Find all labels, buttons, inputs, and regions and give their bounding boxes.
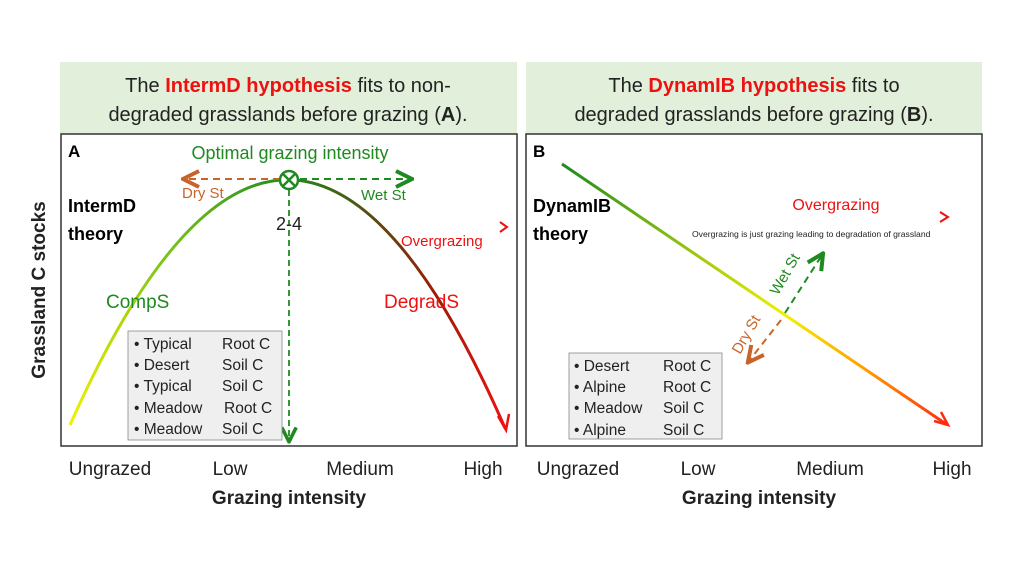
degrads-label: DegradS <box>384 292 459 313</box>
panel-b-header-line1: The DynamIB hypothesis fits to <box>608 75 899 97</box>
panel-a-legend: • Typical Root C • Desert Soil C • Typical… <box>127 330 283 441</box>
panel-a-header-line1: The IntermD hypothesis fits to non- <box>125 75 451 97</box>
x-axis-label: Grazing intensity <box>682 488 837 509</box>
panel-b-letter: B <box>533 142 545 161</box>
curve-arrowhead <box>496 413 511 434</box>
overgrazing-arrowhead <box>499 221 509 233</box>
x-tick: Low <box>681 459 716 480</box>
panel-b-header-line2: degraded grasslands before grazing (B). <box>574 104 933 126</box>
overgrazing-arrowhead-b <box>939 211 950 223</box>
x-tick: Low <box>213 459 248 480</box>
comps-label: CompS <box>106 292 169 313</box>
overgrazing-label: Overgrazing <box>401 233 483 250</box>
panel-a-frame <box>60 133 518 447</box>
overgrazing-label-b: Overgrazing <box>792 197 879 214</box>
panel-a-theory: IntermD theory <box>68 196 136 244</box>
panel-b-theory: DynamIB theory <box>533 196 611 244</box>
x-tick: Medium <box>326 459 394 480</box>
legend-item: • Alpine Root C <box>574 379 711 396</box>
wet-label: Wet St <box>361 187 407 204</box>
y-axis-label: Grassland C stocks <box>29 201 50 378</box>
panel-a-header-line2: degraded grasslands before grazing (A). <box>108 104 467 126</box>
dry-label-b: Dry St <box>729 312 765 357</box>
x-tick: High <box>463 459 502 480</box>
line-arrowhead <box>933 411 951 428</box>
x-tick: Ungrazed <box>69 459 151 480</box>
peak-value: 2-4 <box>276 214 302 234</box>
dry-arrow-b <box>749 319 782 361</box>
optimal-label: Optimal grazing intensity <box>191 143 388 163</box>
overgrazing-note: Overgrazing is just grazing leading to d… <box>692 229 931 239</box>
dynamib-line <box>561 162 947 426</box>
panel-a-header <box>60 62 517 134</box>
dry-label: Dry St <box>182 185 225 202</box>
legend-item: • Meadow Soil C <box>574 400 704 417</box>
panel-b-legend: • Desert Root C • Alpine Root C • Meadow So… <box>568 352 723 440</box>
x-tick: Medium <box>796 459 864 480</box>
legend-item: • Meadow Root C <box>134 400 272 417</box>
legend-item: • Meadow Soil C <box>134 421 263 438</box>
panel-b-frame <box>525 133 983 447</box>
panel-b-header <box>526 62 982 134</box>
panel-a-letter: A <box>68 142 80 161</box>
optimum-marker-icon <box>278 169 300 191</box>
x-axis-label: Grazing intensity <box>212 488 367 509</box>
panel-a: The IntermD hypothesis fits to non- degr… <box>60 62 518 509</box>
x-tick: Ungrazed <box>537 459 619 480</box>
panel-b: The DynamIB hypothesis fits to degraded … <box>525 62 983 509</box>
x-tick: High <box>932 459 971 480</box>
